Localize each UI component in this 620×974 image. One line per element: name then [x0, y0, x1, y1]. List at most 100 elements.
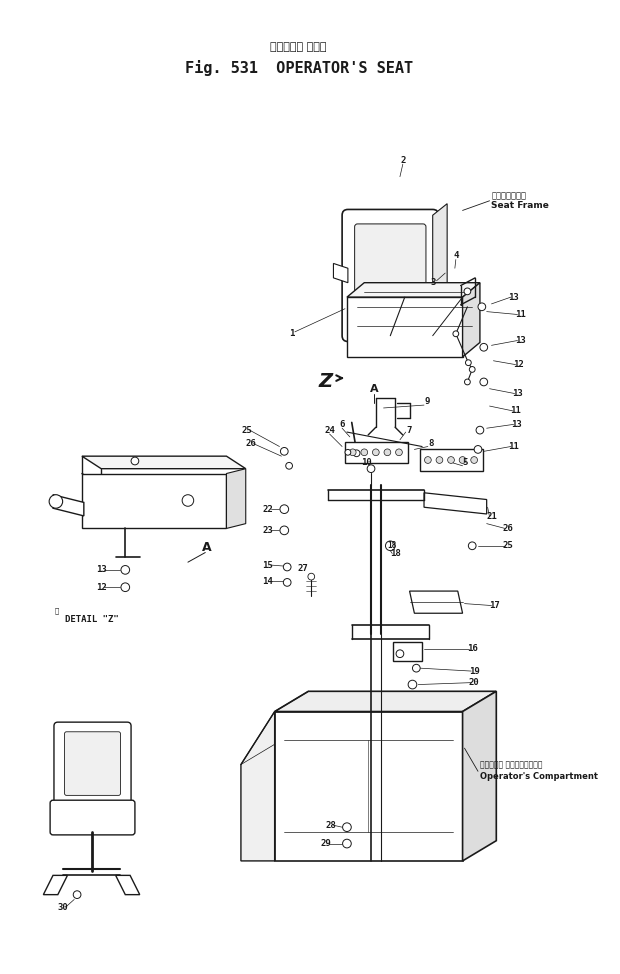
Text: 22: 22 — [262, 505, 273, 513]
Polygon shape — [275, 692, 496, 712]
Circle shape — [349, 449, 356, 456]
Text: 28: 28 — [325, 821, 336, 830]
Text: オペレータ シート: オペレータ シート — [270, 42, 327, 52]
Circle shape — [345, 449, 351, 455]
Text: 詳: 詳 — [55, 607, 59, 614]
Circle shape — [408, 680, 417, 689]
Text: 6: 6 — [339, 420, 345, 429]
Text: 10: 10 — [361, 459, 371, 468]
Circle shape — [425, 457, 432, 464]
Text: 13: 13 — [511, 420, 522, 429]
Circle shape — [308, 574, 314, 580]
Polygon shape — [424, 493, 487, 514]
Text: 1: 1 — [290, 329, 294, 338]
Text: Z: Z — [319, 372, 333, 392]
Polygon shape — [82, 456, 246, 468]
Circle shape — [286, 463, 293, 469]
Circle shape — [283, 579, 291, 586]
Circle shape — [343, 823, 352, 832]
FancyBboxPatch shape — [420, 449, 483, 470]
Polygon shape — [275, 712, 463, 861]
Text: A: A — [370, 384, 378, 393]
Circle shape — [459, 457, 466, 464]
Circle shape — [343, 840, 352, 848]
Circle shape — [471, 457, 477, 464]
FancyBboxPatch shape — [54, 722, 131, 806]
Circle shape — [361, 449, 368, 456]
Text: 18: 18 — [390, 549, 401, 558]
Polygon shape — [347, 297, 463, 356]
Circle shape — [373, 449, 379, 456]
Text: 12: 12 — [96, 582, 107, 592]
Text: シートフレーム: シートフレーム — [492, 192, 526, 201]
Polygon shape — [43, 876, 68, 895]
Text: 14: 14 — [262, 577, 273, 586]
Circle shape — [436, 457, 443, 464]
Text: 3: 3 — [431, 279, 436, 287]
Text: 18: 18 — [388, 542, 397, 550]
Text: A: A — [202, 542, 212, 554]
Circle shape — [464, 379, 471, 385]
Text: 2: 2 — [400, 156, 405, 165]
FancyBboxPatch shape — [342, 209, 438, 342]
FancyBboxPatch shape — [64, 731, 120, 796]
Circle shape — [182, 495, 193, 506]
Circle shape — [396, 449, 402, 456]
Circle shape — [121, 566, 130, 575]
Polygon shape — [226, 468, 246, 529]
Text: 20: 20 — [469, 678, 479, 687]
Text: 19: 19 — [469, 666, 479, 676]
Polygon shape — [433, 204, 447, 336]
Circle shape — [396, 650, 404, 657]
Text: 13: 13 — [512, 389, 523, 398]
Text: 25: 25 — [241, 426, 252, 434]
Text: 26: 26 — [502, 524, 513, 533]
Text: 11: 11 — [508, 442, 519, 451]
Text: 21: 21 — [486, 512, 497, 521]
Circle shape — [73, 891, 81, 898]
Text: 15: 15 — [262, 561, 273, 570]
FancyBboxPatch shape — [50, 801, 135, 835]
Text: 17: 17 — [489, 601, 500, 610]
Circle shape — [478, 303, 485, 311]
Polygon shape — [463, 282, 480, 356]
Circle shape — [283, 563, 291, 571]
Text: 11: 11 — [510, 406, 521, 415]
Text: Fig. 531  OPERATOR'S SEAT: Fig. 531 OPERATOR'S SEAT — [185, 59, 413, 76]
Circle shape — [469, 366, 475, 372]
Circle shape — [280, 526, 289, 535]
Circle shape — [412, 664, 420, 672]
Circle shape — [367, 465, 375, 472]
Text: 23: 23 — [262, 526, 273, 535]
Text: 9: 9 — [424, 396, 430, 406]
Text: 29: 29 — [321, 839, 331, 848]
FancyBboxPatch shape — [345, 441, 407, 463]
Circle shape — [131, 457, 139, 465]
Polygon shape — [410, 591, 463, 614]
Circle shape — [49, 495, 63, 508]
Circle shape — [464, 288, 471, 295]
Text: 5: 5 — [463, 459, 468, 468]
Text: 8: 8 — [428, 439, 433, 448]
Text: 11: 11 — [515, 310, 526, 319]
Text: 7: 7 — [406, 426, 411, 434]
Text: 4: 4 — [453, 251, 459, 260]
Circle shape — [480, 378, 487, 386]
Text: 25: 25 — [502, 542, 513, 550]
Text: 13: 13 — [96, 565, 107, 575]
Text: Operator's Compartment: Operator's Compartment — [480, 771, 598, 780]
Polygon shape — [463, 692, 496, 861]
Text: 27: 27 — [297, 564, 308, 574]
Text: 13: 13 — [508, 292, 519, 302]
Circle shape — [121, 582, 130, 591]
Circle shape — [466, 359, 471, 365]
Circle shape — [453, 331, 459, 337]
Polygon shape — [53, 495, 84, 516]
Text: 30: 30 — [57, 903, 68, 912]
Text: 13: 13 — [515, 336, 526, 345]
Circle shape — [384, 449, 391, 456]
Circle shape — [353, 450, 360, 457]
FancyBboxPatch shape — [355, 224, 426, 326]
Text: 16: 16 — [467, 645, 477, 654]
Text: Seat Frame: Seat Frame — [492, 201, 549, 210]
